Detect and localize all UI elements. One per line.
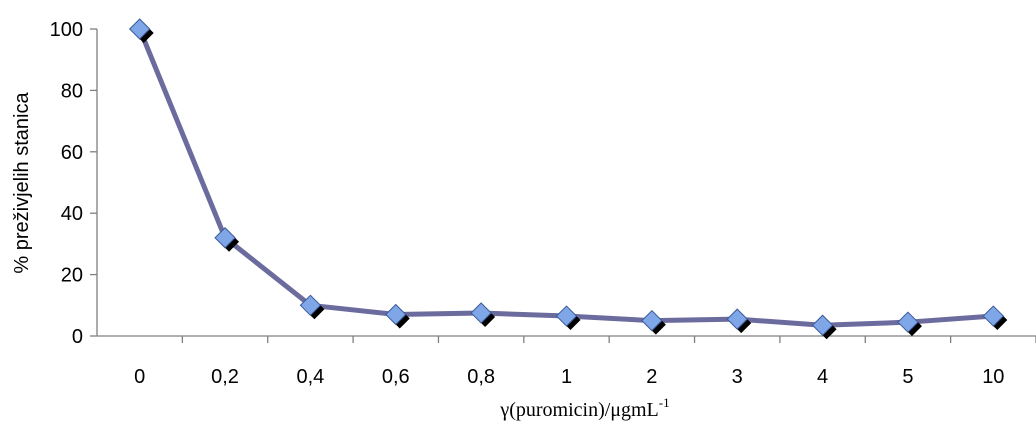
x-axis-label-main: γ(puromicin)/μgmL xyxy=(499,399,658,421)
data-point-marker xyxy=(385,303,407,326)
y-tick-label: 100 xyxy=(50,19,83,41)
x-tick-label: 1 xyxy=(561,366,572,388)
data-point xyxy=(726,308,752,334)
x-tick-label: 0 xyxy=(134,366,145,388)
series-line-group xyxy=(137,26,996,328)
data-point xyxy=(128,18,154,43)
x-tick-label: 0,4 xyxy=(297,366,325,388)
x-tick-label: 0,8 xyxy=(467,366,495,388)
x-tick-label: 5 xyxy=(902,366,913,388)
y-tick-label: 40 xyxy=(61,203,83,225)
data-point xyxy=(897,311,922,337)
x-tick-label: 0,2 xyxy=(211,366,239,388)
data-point xyxy=(811,314,837,340)
x-tick-label: 2 xyxy=(646,366,657,388)
series-line xyxy=(137,26,996,328)
x-tick-labels: 0 0,2 0,4 0,6 0,8 1 2 3 4 5 10 xyxy=(134,366,1004,388)
x-axis-label: γ(puromicin)/μgmL-1 xyxy=(499,395,669,421)
data-point xyxy=(470,302,496,327)
data-point xyxy=(299,294,325,320)
data-point-marker xyxy=(214,227,236,249)
data-point-marker xyxy=(982,305,1005,327)
x-tick-label: 10 xyxy=(982,366,1004,388)
data-point xyxy=(555,305,581,331)
y-tick-label: 0 xyxy=(72,326,83,348)
series-markers xyxy=(128,18,1008,340)
data-point-marker xyxy=(726,308,748,330)
y-tick-label: 20 xyxy=(61,265,83,287)
data-point-marker xyxy=(299,294,322,317)
y-tick-label: 60 xyxy=(61,142,83,164)
x-tick-label: 0,6 xyxy=(382,366,410,388)
data-point xyxy=(385,303,410,329)
data-point-marker xyxy=(811,314,834,336)
x-axis-label-superscript: -1 xyxy=(659,395,670,410)
y-tick-label: 80 xyxy=(61,80,83,102)
x-tick-label: 4 xyxy=(817,366,828,388)
data-point-marker xyxy=(897,311,919,333)
y-axis-label: % preživjelih stanica xyxy=(11,92,33,274)
data-point-marker xyxy=(128,18,151,40)
axes xyxy=(90,28,1036,343)
data-point xyxy=(641,309,666,335)
data-point xyxy=(982,305,1008,331)
data-point xyxy=(214,227,240,252)
data-point-marker xyxy=(555,305,578,327)
x-tick-label: 3 xyxy=(732,366,743,388)
data-point-marker xyxy=(641,309,663,332)
data-point-marker xyxy=(470,302,492,324)
y-tick-labels: 0 20 40 60 80 100 xyxy=(50,19,83,348)
